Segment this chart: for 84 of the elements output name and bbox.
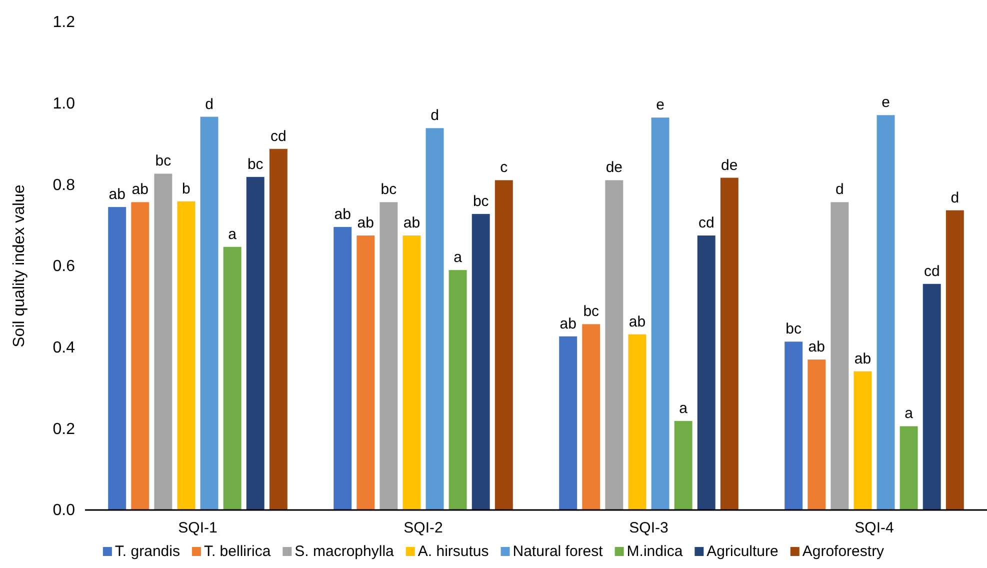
bar [720, 178, 738, 510]
y-tick-label: 0.2 [52, 420, 76, 438]
bar [674, 420, 692, 510]
data-label: ab [560, 315, 576, 332]
data-label: d [430, 107, 439, 124]
bar [628, 334, 646, 510]
y-axis-title: Soil quality index value [11, 184, 28, 348]
data-label: d [836, 181, 844, 198]
data-label: bc [380, 181, 398, 198]
bar [269, 148, 288, 510]
data-label: e [882, 94, 890, 112]
bar [200, 116, 218, 510]
bar [380, 202, 398, 510]
data-label: cd [924, 262, 940, 280]
bar [830, 202, 849, 510]
bar [402, 236, 421, 510]
legend-label: Agroforestry [802, 543, 885, 560]
data-label: ab [132, 181, 148, 198]
bar [448, 270, 467, 510]
legend-label: Natural forest [512, 543, 604, 560]
bar [784, 342, 803, 510]
y-tick-label: 0.0 [52, 502, 76, 520]
data-label: a [679, 400, 688, 417]
bar [582, 324, 600, 510]
data-label: bc [786, 320, 802, 338]
bar [605, 180, 624, 510]
bar [108, 207, 126, 510]
data-label: ab [628, 313, 646, 330]
data-label: ab [808, 338, 825, 356]
x-tick-label: SQI-2 [404, 520, 443, 537]
bar [697, 236, 716, 510]
data-label: de [721, 156, 738, 174]
data-label: a [454, 249, 463, 266]
bar [223, 246, 242, 510]
data-label: a [228, 226, 238, 243]
data-label: ab [357, 214, 374, 232]
data-label: ab [403, 214, 420, 232]
y-tick-label: 1.0 [52, 95, 76, 112]
data-label: cd [698, 214, 714, 232]
data-label: ab [334, 206, 351, 223]
data-label: bc [583, 303, 600, 320]
x-tick-label: SQI-3 [629, 520, 668, 537]
data-label: cd [270, 128, 286, 145]
data-label: b [182, 180, 190, 198]
bar [854, 371, 872, 510]
data-label: de [606, 159, 623, 176]
data-label: d [205, 96, 214, 113]
bar [426, 128, 444, 510]
legend-label: S. macrophylla [294, 543, 395, 560]
data-label: bc [247, 156, 264, 173]
x-tick-label: SQI-1 [178, 520, 218, 537]
y-tick-label: 0.8 [52, 176, 76, 194]
x-tick-label: SQI-4 [854, 520, 894, 537]
y-tick-label: 0.6 [52, 258, 76, 276]
data-label: e [656, 96, 664, 114]
legend-label: T. grandis [114, 543, 180, 560]
y-tick-label: 0.4 [52, 339, 76, 356]
bar [154, 174, 172, 510]
bar [472, 214, 490, 510]
bar [900, 426, 918, 510]
bar [494, 180, 513, 510]
data-label: ab [108, 186, 126, 204]
bar [246, 176, 264, 510]
bar [356, 236, 375, 510]
bar [808, 360, 826, 510]
bar [876, 115, 895, 510]
legend-label: Agriculture [706, 543, 778, 560]
bar [651, 118, 670, 510]
bar [559, 336, 578, 510]
legend-label: A. hirsutus [418, 543, 489, 560]
bar [334, 226, 352, 510]
legend-label: T. bellirica [204, 543, 272, 560]
data-label: ab [854, 350, 872, 368]
data-label: a [904, 405, 914, 422]
bar [131, 202, 150, 510]
bar [177, 201, 196, 510]
data-label: bc [472, 192, 490, 210]
y-tick-label: 1.2 [52, 14, 76, 32]
data-label: c [500, 159, 508, 176]
data-label: d [950, 189, 960, 206]
legend-label: M.indica [626, 543, 684, 560]
bar [922, 284, 941, 510]
bar [946, 210, 964, 510]
data-label: bc [155, 152, 172, 170]
